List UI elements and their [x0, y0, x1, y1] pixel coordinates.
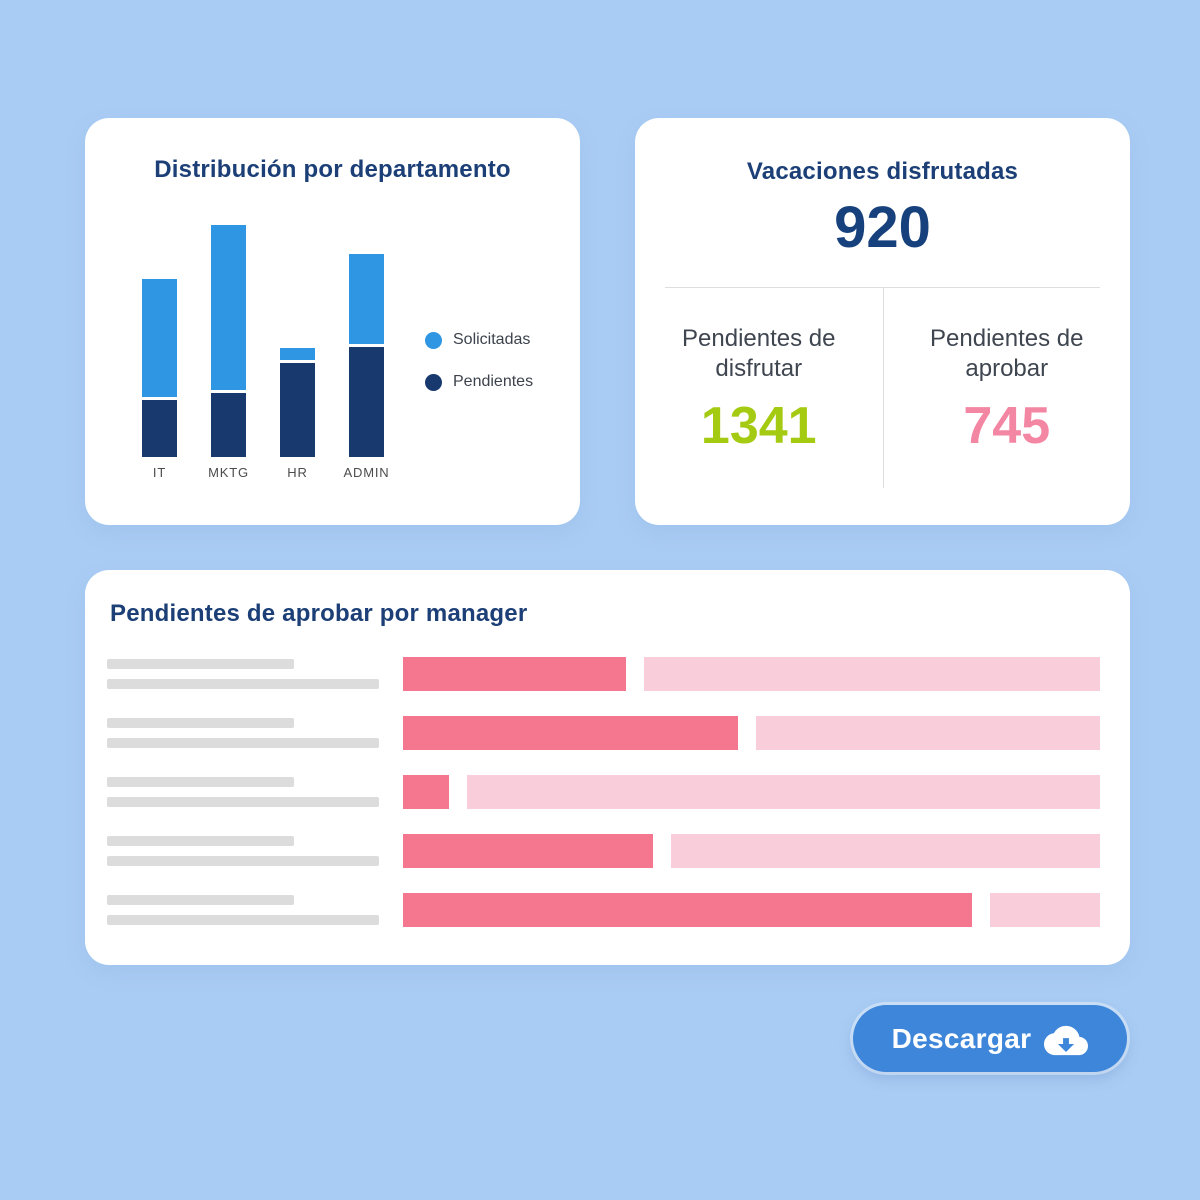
bar-segment-solicitadas: [142, 279, 177, 397]
manager-row: [107, 657, 1100, 691]
stat-value: 745: [963, 397, 1051, 456]
category-label: MKTG: [208, 465, 249, 480]
manager-label-placeholder: [107, 718, 403, 748]
progress-filled-bar: [403, 716, 738, 750]
legend-item: Pendientes: [425, 370, 533, 394]
progress-filled-bar: [403, 657, 627, 691]
progress-remaining-bar: [670, 834, 1100, 868]
manager-label-placeholder: [107, 659, 403, 689]
legend-item: Solicitadas: [425, 328, 533, 352]
department-card-title: Distribución por departamento: [154, 156, 511, 183]
stat-label: Pendientes de aprobar: [930, 325, 1084, 383]
manager-label-placeholder: [107, 777, 403, 807]
manager-row: [107, 893, 1100, 927]
department-stacked-bar-chart: IT MKTG HR ADMIN: [142, 225, 389, 480]
placeholder-line: [107, 777, 294, 787]
placeholder-line: [107, 856, 379, 866]
progress-remaining-bar: [644, 657, 1100, 691]
placeholder-line: [107, 915, 379, 925]
progress-remaining-bar: [990, 893, 1100, 927]
manager-progress-chart: [107, 657, 1100, 927]
download-button-label: Descargar: [891, 1022, 1032, 1054]
bar-admin: ADMIN: [344, 254, 389, 480]
progress-track: [403, 893, 1100, 927]
progress-track: [403, 834, 1100, 868]
department-distribution-card: Distribución por departamento IT MKTG HR AD…: [85, 118, 580, 525]
manager-row: [107, 834, 1100, 868]
placeholder-line: [107, 895, 294, 905]
bar-segment-solicitadas: [280, 348, 315, 360]
legend-dot-icon: [425, 331, 442, 349]
stat-label: Pendientes de disfrutar: [682, 325, 836, 383]
manager-row: [107, 716, 1100, 750]
bar-segment-pendientes: [211, 393, 246, 457]
placeholder-line: [107, 659, 294, 669]
placeholder-line: [107, 679, 379, 689]
bar-it: IT: [142, 279, 177, 480]
progress-track: [403, 775, 1100, 809]
progress-remaining-bar: [467, 775, 1100, 809]
pending-by-manager-card: Pendientes de aprobar por manager: [85, 570, 1130, 965]
chart-legend: Solicitadas Pendientes: [425, 328, 533, 412]
bar-segment-solicitadas: [211, 225, 246, 390]
vacations-total-value: 920: [834, 195, 931, 260]
stat-pending-approve: Pendientes de aprobar 745: [882, 288, 1131, 488]
legend-dot-icon: [425, 373, 442, 391]
progress-track: [403, 657, 1100, 691]
progress-filled-bar: [403, 775, 449, 809]
bar-segment-solicitadas: [349, 254, 384, 344]
placeholder-line: [107, 797, 379, 807]
summary-card-title: Vacaciones disfrutadas: [746, 158, 1019, 185]
download-button[interactable]: Descargar: [853, 1005, 1127, 1072]
horizontal-divider: [665, 287, 1100, 288]
legend-label: Solicitadas: [453, 331, 531, 348]
category-label: IT: [152, 465, 167, 480]
placeholder-line: [107, 836, 294, 846]
summary-columns: Pendientes de disfrutar 1341 Pendientes …: [635, 288, 1130, 488]
stat-pending-enjoy: Pendientes de disfrutar 1341: [635, 288, 883, 488]
progress-track: [403, 716, 1100, 750]
category-label: HR: [287, 465, 308, 480]
progress-remaining-bar: [755, 716, 1100, 750]
legend-label: Pendientes: [453, 373, 534, 390]
bar-mktg: MKTG: [208, 225, 248, 480]
bar-segment-pendientes: [349, 347, 384, 457]
stat-value: 1341: [700, 397, 817, 456]
managers-card-title: Pendientes de aprobar por manager: [110, 600, 528, 627]
placeholder-line: [107, 738, 379, 748]
bar-hr: HR: [280, 348, 315, 480]
manager-label-placeholder: [107, 836, 403, 866]
vacations-summary-card: Vacaciones disfrutadas 920 Pendientes de…: [635, 118, 1130, 525]
cloud-download-icon: [1044, 1025, 1089, 1055]
category-label: ADMIN: [343, 465, 390, 480]
placeholder-line: [107, 718, 294, 728]
progress-filled-bar: [403, 893, 973, 927]
bar-segment-pendientes: [142, 400, 177, 457]
bar-segment-pendientes: [280, 363, 315, 457]
manager-label-placeholder: [107, 895, 403, 925]
progress-filled-bar: [403, 834, 653, 868]
manager-row: [107, 775, 1100, 809]
